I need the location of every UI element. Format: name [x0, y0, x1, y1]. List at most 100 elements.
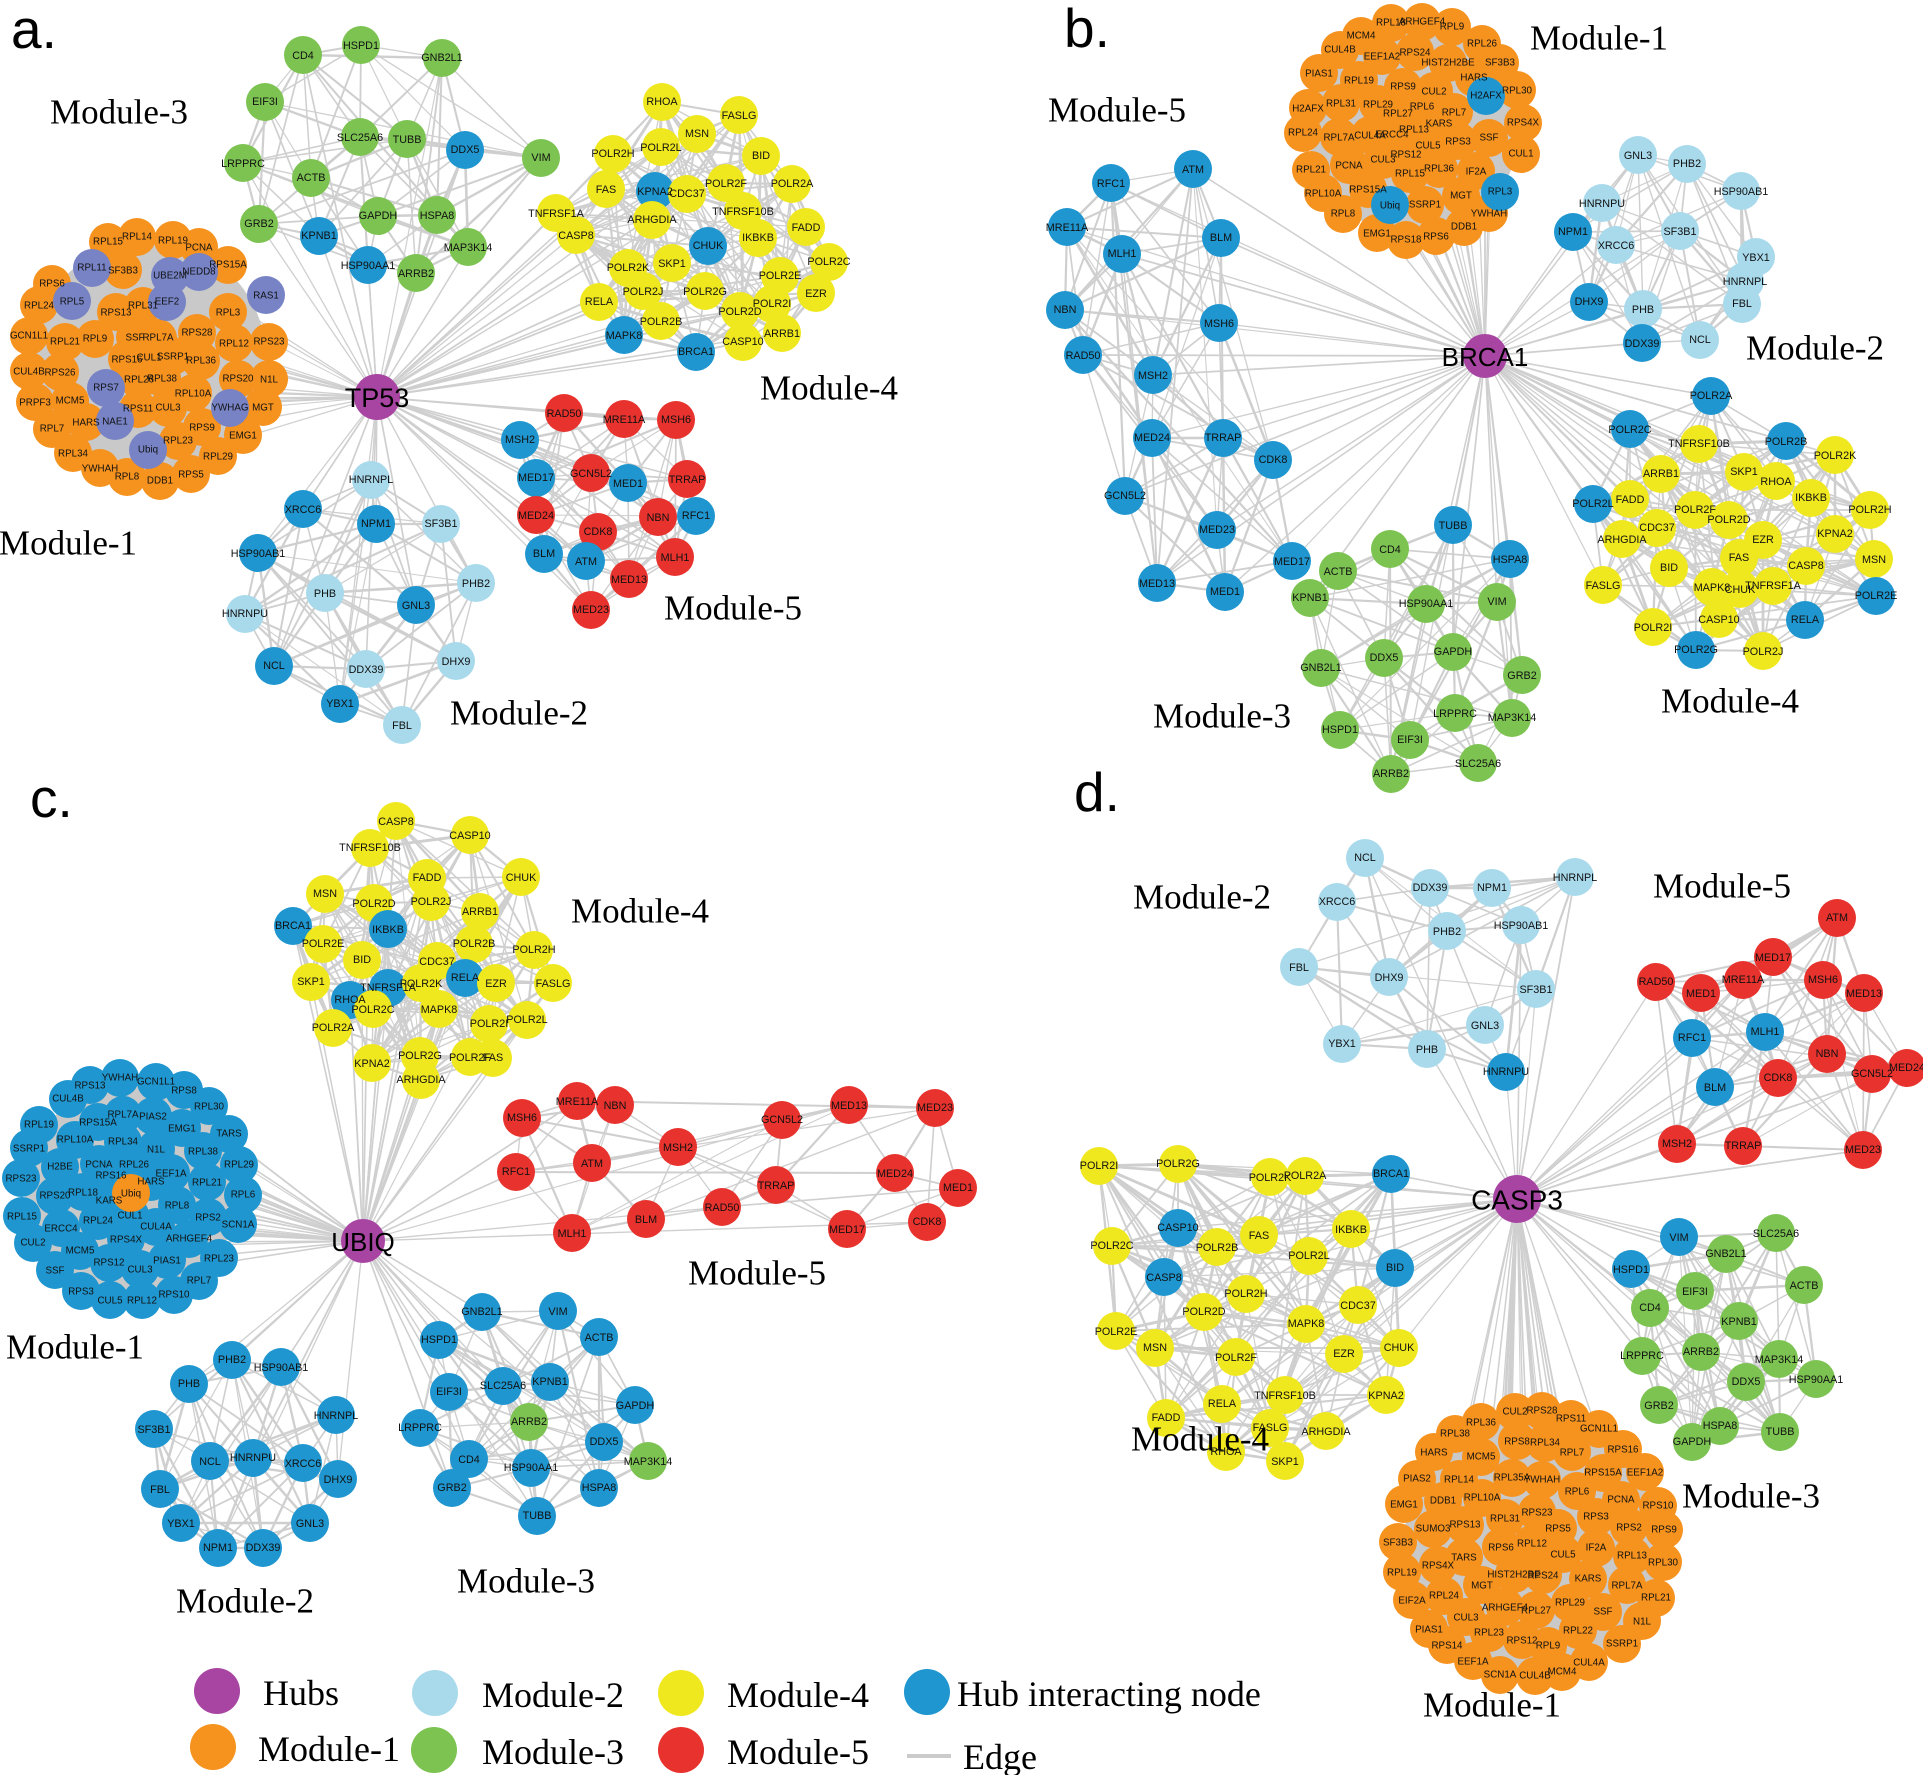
svg-text:MED24: MED24	[1134, 432, 1170, 444]
svg-text:RFC1: RFC1	[1678, 1032, 1706, 1044]
svg-text:RPS11: RPS11	[1556, 1414, 1586, 1425]
svg-text:RPS2: RPS2	[195, 1213, 221, 1224]
svg-text:FASLG: FASLG	[536, 978, 571, 990]
svg-text:PHB2: PHB2	[1673, 158, 1701, 170]
svg-text:RPS16: RPS16	[111, 355, 143, 366]
svg-text:SF3B3: SF3B3	[1383, 1538, 1414, 1549]
svg-text:CDC37: CDC37	[1340, 1300, 1375, 1312]
svg-text:ERCC4: ERCC4	[44, 1224, 78, 1235]
svg-text:CASP10: CASP10	[1157, 1222, 1198, 1234]
svg-text:ACTB: ACTB	[585, 1332, 614, 1344]
svg-text:RPS23: RPS23	[253, 337, 285, 348]
svg-text:EZR: EZR	[1333, 1348, 1355, 1360]
svg-text:GCN5L2: GCN5L2	[1851, 1068, 1893, 1080]
svg-text:RPL23: RPL23	[204, 1254, 235, 1265]
svg-text:HSP90AA1: HSP90AA1	[341, 260, 396, 272]
svg-text:DDX39: DDX39	[349, 664, 384, 676]
svg-text:VIM: VIM	[531, 152, 550, 164]
svg-text:DDB1: DDB1	[1430, 1496, 1456, 1507]
svg-text:N1L: N1L	[260, 375, 279, 386]
svg-text:MCM5: MCM5	[66, 1246, 95, 1257]
svg-text:RPS24: RPS24	[1399, 48, 1431, 59]
svg-text:RAD50: RAD50	[1066, 350, 1101, 362]
svg-text:ACTB: ACTB	[1324, 566, 1353, 578]
svg-text:ARRB1: ARRB1	[1643, 468, 1679, 480]
svg-text:EEF1A2: EEF1A2	[1364, 52, 1401, 63]
svg-text:SLC25A6: SLC25A6	[1753, 1228, 1799, 1240]
svg-text:LRPPRC: LRPPRC	[1433, 708, 1477, 720]
svg-text:CUL5: CUL5	[1550, 1550, 1576, 1561]
svg-text:TUBB: TUBB	[393, 134, 422, 146]
svg-text:H2AFX: H2AFX	[1292, 104, 1324, 115]
svg-text:BRCA1: BRCA1	[275, 920, 311, 932]
svg-text:MSN: MSN	[1143, 1342, 1167, 1354]
svg-text:SSF: SSF	[45, 1266, 64, 1277]
svg-text:CD4: CD4	[1639, 1302, 1661, 1314]
svg-text:RPS18: RPS18	[1390, 235, 1422, 246]
svg-text:BID: BID	[1386, 1262, 1404, 1274]
svg-text:RPS8: RPS8	[171, 1086, 197, 1097]
svg-text:HIST2H2BE: HIST2H2BE	[1421, 58, 1475, 69]
svg-text:YWHAH: YWHAH	[82, 464, 118, 475]
svg-text:BID: BID	[353, 954, 371, 966]
svg-text:RELA: RELA	[1791, 614, 1820, 626]
svg-text:VIM: VIM	[1487, 596, 1506, 608]
svg-text:MSH2: MSH2	[505, 434, 535, 446]
svg-text:Module-5: Module-5	[664, 589, 802, 628]
svg-text:DDX5: DDX5	[1370, 652, 1399, 664]
svg-text:RPS3: RPS3	[1445, 137, 1471, 148]
svg-text:GCN1L1: GCN1L1	[137, 1077, 175, 1088]
svg-text:CUL4B: CUL4B	[1324, 45, 1356, 56]
svg-text:MSN: MSN	[313, 888, 337, 900]
svg-text:MSN: MSN	[685, 128, 709, 140]
svg-text:PHB: PHB	[314, 588, 336, 600]
svg-text:CUL1: CUL1	[136, 353, 161, 364]
svg-text:VIM: VIM	[1669, 1232, 1688, 1244]
svg-text:RPS6: RPS6	[1423, 232, 1449, 243]
svg-text:MGT: MGT	[1471, 1581, 1493, 1592]
svg-text:RPL19: RPL19	[24, 1120, 54, 1131]
svg-text:RAD50: RAD50	[1639, 976, 1674, 988]
svg-text:DHX9: DHX9	[1375, 972, 1404, 984]
svg-text:KPNB1: KPNB1	[1292, 592, 1327, 604]
svg-text:YWHAG: YWHAG	[211, 403, 248, 414]
svg-text:MED23: MED23	[1845, 1144, 1881, 1156]
svg-text:PHB2: PHB2	[218, 1354, 246, 1366]
svg-text:RPL8: RPL8	[115, 472, 140, 483]
svg-text:POLR2F: POLR2F	[449, 1052, 491, 1064]
svg-text:PCNA: PCNA	[185, 243, 213, 254]
svg-text:RPL29: RPL29	[224, 1160, 254, 1171]
svg-text:CUL4A: CUL4A	[140, 1222, 172, 1233]
svg-text:CASP8: CASP8	[558, 230, 593, 242]
svg-text:GNL3: GNL3	[1624, 150, 1652, 162]
svg-text:KARS: KARS	[1575, 1574, 1602, 1585]
svg-text:EZR: EZR	[485, 978, 507, 990]
svg-text:MED1: MED1	[943, 1182, 973, 1194]
svg-text:DDX5: DDX5	[1732, 1376, 1761, 1388]
svg-text:RPS13: RPS13	[74, 1081, 106, 1092]
svg-text:RPL6: RPL6	[1565, 1487, 1590, 1498]
svg-text:RPS14: RPS14	[1431, 1641, 1463, 1652]
svg-text:YBX1: YBX1	[326, 698, 354, 710]
svg-text:RPL3: RPL3	[216, 308, 241, 319]
svg-text:MED17: MED17	[518, 472, 554, 484]
svg-text:PHB2: PHB2	[1433, 926, 1461, 938]
svg-text:POLR2I: POLR2I	[470, 1018, 508, 1030]
svg-text:LRPPRC: LRPPRC	[221, 158, 265, 170]
svg-text:KPNB1: KPNB1	[301, 230, 336, 242]
svg-text:BRCA1: BRCA1	[1373, 1168, 1409, 1180]
svg-text:SSF: SSF	[125, 333, 144, 344]
svg-text:ATM: ATM	[1826, 912, 1848, 924]
svg-text:POLR2K: POLR2K	[1249, 1172, 1292, 1184]
svg-text:MGT: MGT	[252, 403, 274, 414]
svg-text:GAPDH: GAPDH	[616, 1400, 654, 1412]
svg-text:GRB2: GRB2	[1644, 1400, 1673, 1412]
svg-text:POLR2A: POLR2A	[1690, 390, 1733, 402]
svg-text:RPS2: RPS2	[1616, 1523, 1642, 1534]
svg-text:SSRP1: SSRP1	[1409, 200, 1441, 211]
svg-text:RHOA: RHOA	[334, 994, 366, 1006]
svg-text:MED23: MED23	[917, 1102, 953, 1114]
svg-text:Module-5: Module-5	[1653, 867, 1791, 906]
svg-text:RPS5: RPS5	[178, 470, 204, 481]
svg-text:SKP1: SKP1	[297, 976, 325, 988]
